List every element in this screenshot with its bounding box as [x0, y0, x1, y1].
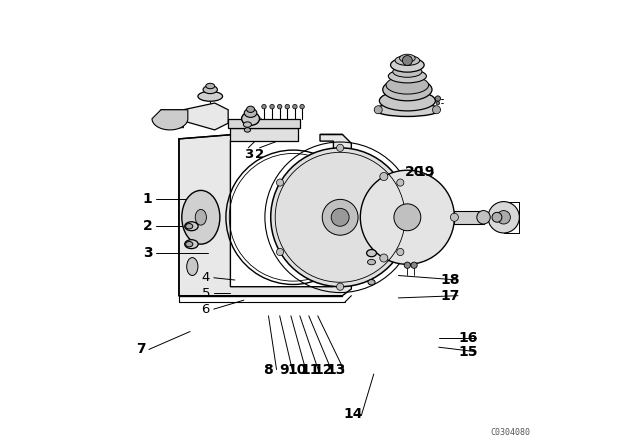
Text: 11: 11 [300, 362, 320, 377]
Text: 16: 16 [458, 331, 477, 345]
Text: 1: 1 [143, 192, 152, 207]
Text: 17: 17 [440, 289, 460, 303]
Polygon shape [228, 119, 300, 128]
Text: 15: 15 [458, 345, 477, 359]
Ellipse shape [399, 54, 415, 62]
Text: 4: 4 [202, 271, 210, 284]
Circle shape [374, 106, 382, 114]
Text: 10: 10 [288, 362, 307, 377]
Circle shape [337, 144, 344, 151]
Ellipse shape [278, 104, 282, 109]
Polygon shape [184, 103, 228, 130]
Ellipse shape [386, 76, 429, 94]
Text: 9: 9 [279, 362, 289, 377]
Ellipse shape [390, 58, 424, 72]
Ellipse shape [206, 83, 215, 89]
Ellipse shape [203, 86, 218, 94]
Ellipse shape [270, 104, 275, 109]
Ellipse shape [262, 104, 266, 109]
Ellipse shape [187, 258, 198, 276]
Ellipse shape [185, 222, 198, 231]
Text: 8: 8 [264, 362, 273, 377]
Ellipse shape [477, 211, 490, 224]
Polygon shape [230, 128, 298, 141]
Circle shape [380, 254, 388, 262]
Circle shape [397, 249, 404, 256]
Ellipse shape [380, 91, 435, 111]
Text: 12: 12 [314, 362, 333, 377]
Text: 2: 2 [255, 148, 264, 161]
Ellipse shape [367, 250, 376, 257]
Ellipse shape [368, 280, 375, 285]
Ellipse shape [375, 103, 440, 116]
Text: 3: 3 [244, 148, 253, 161]
Polygon shape [154, 110, 184, 128]
Text: 20: 20 [404, 165, 424, 180]
Ellipse shape [388, 69, 426, 83]
Ellipse shape [182, 190, 220, 244]
Circle shape [380, 172, 388, 181]
Polygon shape [179, 134, 351, 296]
Ellipse shape [367, 259, 376, 265]
Text: 5: 5 [202, 287, 210, 300]
Circle shape [271, 148, 410, 287]
Text: 6: 6 [202, 302, 210, 316]
Ellipse shape [186, 241, 193, 247]
Circle shape [404, 262, 410, 268]
Ellipse shape [185, 240, 198, 249]
Ellipse shape [198, 91, 223, 101]
Ellipse shape [195, 210, 207, 225]
Ellipse shape [244, 108, 257, 117]
Ellipse shape [436, 101, 440, 105]
Circle shape [488, 202, 520, 233]
Text: 19: 19 [415, 165, 435, 180]
Ellipse shape [243, 122, 252, 127]
Circle shape [276, 248, 284, 255]
Ellipse shape [435, 96, 440, 101]
Text: 14: 14 [344, 407, 364, 422]
Ellipse shape [492, 212, 502, 222]
Circle shape [337, 283, 344, 290]
Ellipse shape [246, 106, 255, 112]
Circle shape [397, 179, 404, 186]
Circle shape [433, 106, 440, 114]
Ellipse shape [186, 224, 193, 229]
Circle shape [360, 170, 454, 264]
Ellipse shape [403, 56, 412, 65]
Ellipse shape [395, 56, 420, 65]
Circle shape [497, 211, 511, 224]
Circle shape [451, 213, 458, 221]
Ellipse shape [393, 66, 422, 78]
Circle shape [276, 179, 284, 186]
Text: C0304080: C0304080 [491, 428, 531, 437]
Circle shape [332, 208, 349, 226]
Ellipse shape [242, 112, 260, 125]
Text: 3: 3 [143, 246, 152, 260]
Ellipse shape [285, 104, 289, 109]
Bar [454, 211, 484, 224]
Polygon shape [152, 110, 188, 130]
Text: 7: 7 [136, 342, 146, 357]
Text: 18: 18 [440, 273, 460, 287]
Circle shape [394, 204, 421, 231]
Circle shape [323, 199, 358, 235]
Ellipse shape [244, 128, 251, 132]
Ellipse shape [292, 104, 297, 109]
Ellipse shape [300, 104, 305, 109]
Text: 13: 13 [326, 362, 346, 377]
Circle shape [411, 262, 417, 268]
Text: 2: 2 [143, 219, 152, 233]
Ellipse shape [383, 78, 432, 101]
